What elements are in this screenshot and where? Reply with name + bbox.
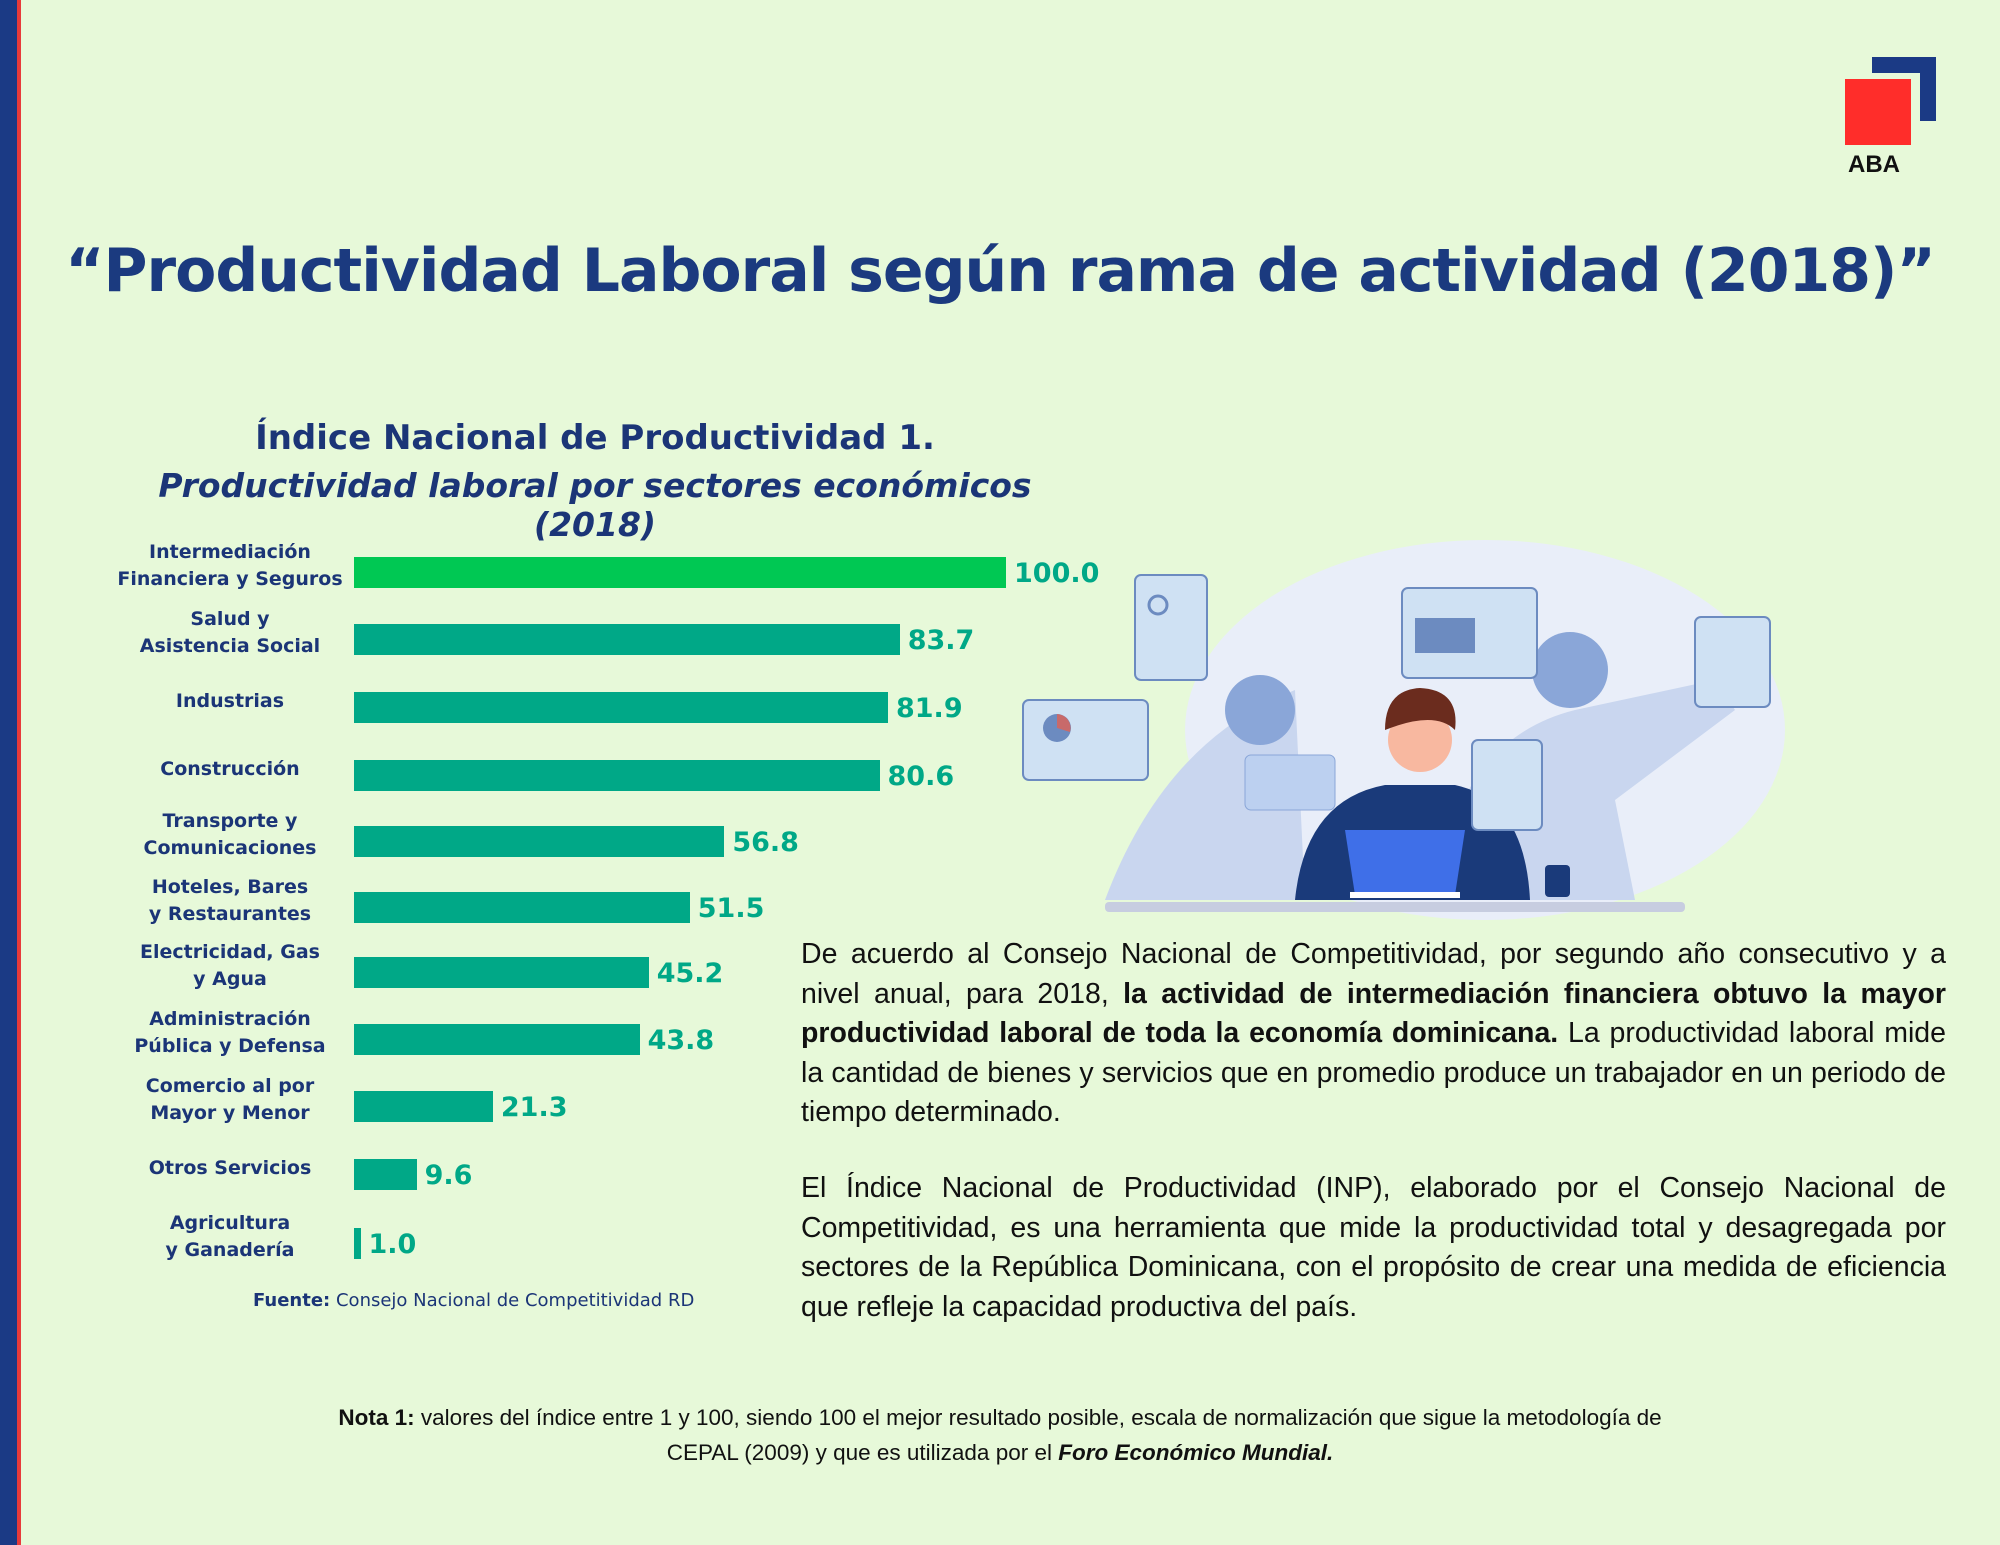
category-label: Transporte y Comunicaciones (95, 808, 365, 862)
laptop-icon (1345, 830, 1465, 895)
paragraph-1-text-a: De acuerdo al Consejo Nacional de Compet… (801, 938, 1946, 1010)
category-label-line: Industrias (175, 689, 285, 712)
bar (354, 892, 690, 923)
bar-chart: Intermediación Financiera y Seguros 100.0 S… (95, 539, 1100, 1264)
data-label: 21.3 (500, 1092, 568, 1123)
note-label: Nota 1: (338, 1405, 415, 1430)
page-title: “Productividad Laboral según rama de act… (65, 236, 1936, 306)
category-label-line: Agricultura (169, 1212, 291, 1234)
category-label: Agricultura y Ganadería (95, 1210, 365, 1264)
data-label: 51.5 (697, 893, 765, 924)
note-emphasis: Foro Económico Mundial. (1058, 1440, 1334, 1465)
data-label: 100.0 (1014, 558, 1100, 589)
pie-slice (1057, 714, 1071, 732)
left-worker-head (1225, 675, 1295, 745)
category-label-line: Comunicaciones (143, 837, 317, 859)
category-label: Salud y Asistencia Social (95, 606, 365, 660)
report-panel-icon (1694, 616, 1771, 708)
category-label: Hoteles, Bares y Restaurantes (95, 874, 365, 928)
category-label-line: Pública y Defensa (134, 1035, 326, 1057)
data-label: 43.8 (647, 1025, 715, 1056)
bar (354, 1024, 640, 1055)
category-label-line: y Agua (193, 968, 267, 990)
search-panel-icon (1134, 574, 1208, 681)
data-label: 83.7 (907, 625, 975, 656)
bar (354, 760, 880, 791)
category-label-line: y Ganadería (165, 1239, 295, 1261)
category-label: Intermediación Financiera y Seguros (95, 539, 365, 593)
category-label: Electricidad, Gas y Agua (95, 939, 365, 993)
desk (1105, 902, 1685, 912)
chart-subtitle: Productividad laboral por sectores econó… (158, 466, 1032, 544)
magnifier-icon (1147, 594, 1169, 616)
bar (354, 557, 1006, 588)
category-label-line: Financiera y Seguros (117, 568, 343, 590)
paragraph-1-text-b: La productividad laboral mide la cantida… (801, 1017, 1946, 1128)
bar (354, 826, 725, 857)
category-label: Industrias (95, 688, 365, 715)
bar (354, 624, 900, 655)
chart-panel-icon (1022, 699, 1149, 781)
category-label-line: Comercio al por (145, 1075, 315, 1097)
category-label-line: Electricidad, Gas (140, 941, 320, 963)
data-label: 80.6 (887, 761, 955, 792)
paragraph-1: De acuerdo al Consejo Nacional de Compet… (801, 935, 1946, 1133)
data-label: 1.0 (368, 1229, 417, 1260)
bar (354, 1091, 493, 1122)
chart-source: Fuente: Consejo Nacional de Competitivid… (253, 1290, 694, 1311)
category-label-line: Intermediación (149, 541, 311, 563)
category-label-line: Otros Servicios (148, 1156, 312, 1179)
category-label-line: Hoteles, Bares (151, 876, 309, 898)
logo-text: ABA (1848, 151, 1900, 178)
data-label: 9.6 (424, 1160, 473, 1191)
category-label: Administración Pública y Defensa (95, 1006, 365, 1060)
center-worker-hair (1385, 688, 1456, 730)
category-label-line: y Restaurantes (148, 903, 312, 925)
data-label: 81.9 (895, 693, 963, 724)
left-border-red (17, 0, 21, 1545)
category-label-line: Transporte y (162, 810, 298, 832)
category-label: Comercio al por Mayor y Menor (95, 1073, 365, 1127)
checklist-panel-icon (1471, 739, 1543, 831)
laptop-base (1350, 892, 1460, 898)
chart-title: Índice Nacional de Productividad 1. (255, 418, 935, 458)
office-workers-illustration (1022, 540, 1785, 920)
bar (354, 1228, 361, 1259)
paragraph-1-bold: la actividad de intermediación financier… (801, 977, 1946, 1050)
aba-logo: ABA (1840, 55, 1940, 180)
logo-blue-corner (1872, 57, 1936, 121)
category-label-line: Asistencia Social (139, 635, 321, 657)
paragraph-2: El Índice Nacional de Productividad (INP… (801, 1172, 1946, 1323)
category-label-line: Salud y (190, 608, 270, 630)
category-label-line: Mayor y Menor (150, 1102, 310, 1124)
category-label: Construcción (95, 756, 365, 783)
left-border-blue (0, 0, 17, 1545)
footnote: Nota 1: valores del índice entre 1 y 100… (300, 1400, 1700, 1470)
center-worker-face (1388, 708, 1452, 772)
dashboard-block (1415, 618, 1475, 653)
bar (354, 1159, 417, 1190)
note-text: valores del índice entre 1 y 100, siendo… (414, 1405, 1662, 1465)
logo-red-square (1845, 79, 1911, 145)
data-label: 45.2 (656, 958, 724, 989)
data-label: 56.8 (732, 827, 799, 858)
bar (354, 692, 888, 723)
source-text: Consejo Nacional de Competitividad RD (335, 1290, 695, 1311)
coffee-cup-icon (1545, 865, 1570, 897)
category-label: Otros Servicios (95, 1155, 365, 1182)
right-worker-head (1532, 632, 1608, 708)
category-label-line: Administración (149, 1008, 311, 1030)
source-label: Fuente: (253, 1290, 331, 1311)
bar (354, 957, 649, 988)
floating-card (1244, 754, 1336, 811)
category-label-line: Construcción (160, 757, 300, 780)
